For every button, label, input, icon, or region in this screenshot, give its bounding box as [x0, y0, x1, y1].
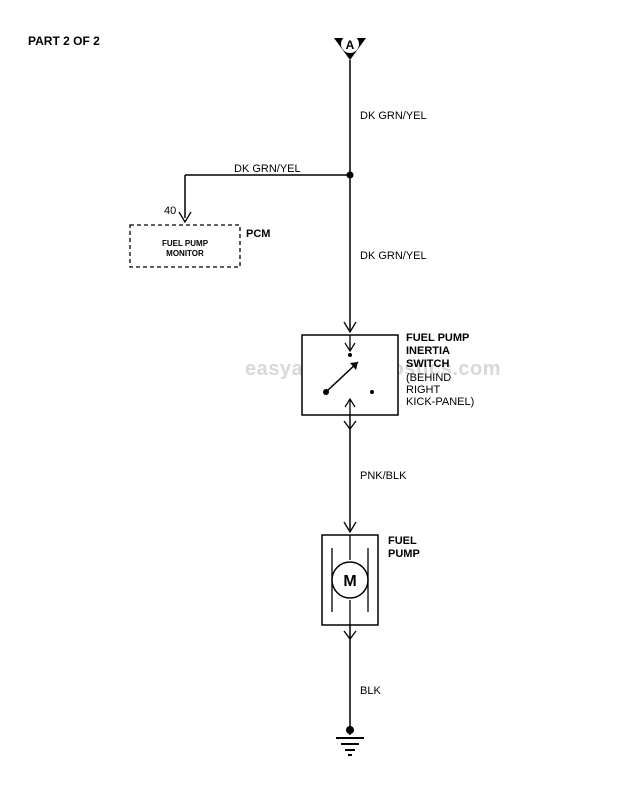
wire-label-5: BLK	[360, 685, 381, 697]
wire-label-2: DK GRN/YEL	[234, 163, 301, 175]
fuel-pump-line1: FUEL	[388, 535, 420, 548]
svg-text:A: A	[346, 38, 355, 52]
connector-a: A	[334, 35, 366, 60]
inertia-line6: KICK-PANEL)	[406, 396, 474, 408]
inertia-line1: FUEL PUMP	[406, 332, 474, 345]
wire-label-3: DK GRN/YEL	[360, 250, 427, 262]
pcm-text-1: FUEL PUMP	[148, 240, 222, 249]
fuel-pump-line2: PUMP	[388, 548, 420, 561]
ground-symbol	[336, 726, 364, 755]
wire-label-1: DK GRN/YEL	[360, 110, 427, 122]
wire-label-4: PNK/BLK	[360, 470, 406, 482]
inertia-switch-label: FUEL PUMP INERTIA SWITCH (BEHIND RIGHT K…	[406, 332, 474, 408]
part-label: PART 2 OF 2	[28, 34, 100, 48]
inertia-line4: (BEHIND	[406, 372, 474, 384]
pcm-pin-number: 40	[164, 205, 176, 217]
pcm-text-2: MONITOR	[148, 250, 222, 259]
inertia-line2: INERTIA	[406, 345, 474, 358]
inertia-line3: SWITCH	[406, 358, 474, 371]
pcm-label: PCM	[246, 228, 270, 240]
fuel-pump-label: FUEL PUMP	[388, 535, 420, 561]
inertia-line5: RIGHT	[406, 384, 474, 396]
svg-text:M: M	[343, 573, 356, 590]
wiring-diagram-svg: A	[0, 0, 618, 800]
